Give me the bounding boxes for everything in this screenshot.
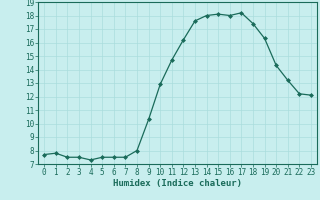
X-axis label: Humidex (Indice chaleur): Humidex (Indice chaleur): [113, 179, 242, 188]
